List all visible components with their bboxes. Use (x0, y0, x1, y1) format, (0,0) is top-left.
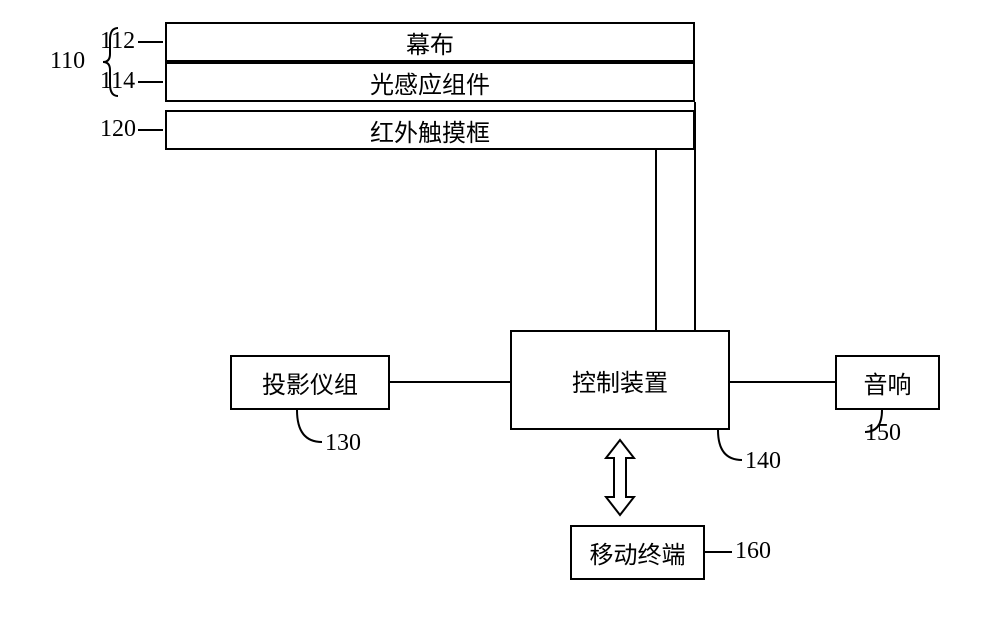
box-projector-group: 投影仪组 (230, 355, 390, 410)
ref-112: 112 (100, 28, 135, 55)
ref-160: 160 (735, 538, 771, 565)
ref-110: 110 (50, 48, 85, 75)
ref-112-text: 112 (100, 28, 135, 55)
box-ir-touch-label: 红外触摸框 (370, 113, 490, 148)
box-ir-touch: 红外触摸框 (165, 110, 695, 150)
ref-120-text: 120 (100, 116, 136, 143)
box-screen-label: 幕布 (406, 25, 454, 60)
double-arrow-icon (606, 440, 634, 515)
ref-150: 150 (865, 420, 901, 447)
box-light-sensor: 光感应组件 (165, 62, 695, 102)
ref-140-text: 140 (745, 448, 781, 475)
box-projector-label: 投影仪组 (262, 365, 358, 400)
ref-114: 114 (100, 68, 135, 95)
box-light-sensor-label: 光感应组件 (370, 65, 490, 100)
box-screen: 幕布 (165, 22, 695, 62)
box-speaker: 音响 (835, 355, 940, 410)
ref-160-text: 160 (735, 538, 771, 565)
ref-110-text: 110 (50, 48, 85, 75)
ref-130: 130 (325, 430, 361, 457)
box-mobile-terminal: 移动终端 (570, 525, 705, 580)
ref-150-text: 150 (865, 420, 901, 447)
callout-140 (718, 430, 742, 460)
box-speaker-label: 音响 (864, 365, 912, 400)
ref-140: 140 (745, 448, 781, 475)
box-controller-label: 控制装置 (572, 363, 668, 398)
diagram-canvas: 幕布 光感应组件 红外触摸框 投影仪组 控制装置 音响 移动终端 110 112… (0, 0, 1000, 633)
box-controller: 控制装置 (510, 330, 730, 430)
box-mobile-label: 移动终端 (590, 535, 686, 570)
ref-114-text: 114 (100, 68, 135, 95)
ref-120: 120 (100, 116, 136, 143)
callout-130 (297, 410, 322, 442)
ref-130-text: 130 (325, 430, 361, 457)
